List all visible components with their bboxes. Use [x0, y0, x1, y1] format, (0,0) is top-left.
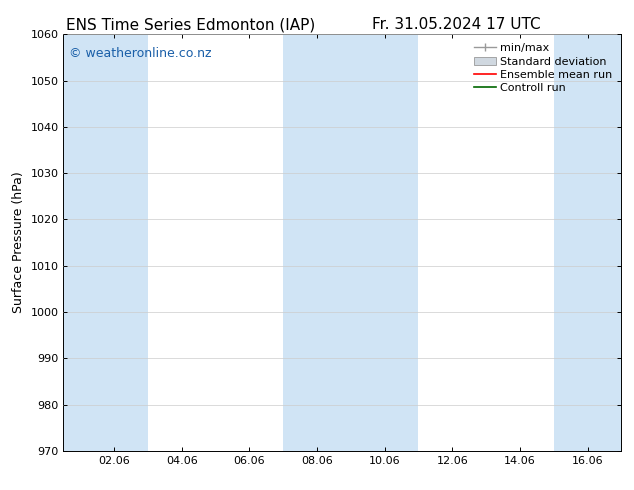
Bar — [283, 34, 418, 451]
Legend: min/max, Standard deviation, Ensemble mean run, Controll run: min/max, Standard deviation, Ensemble me… — [470, 40, 616, 97]
Text: © weatheronline.co.nz: © weatheronline.co.nz — [69, 47, 212, 60]
Bar — [553, 34, 621, 451]
Text: ENS Time Series Edmonton (IAP): ENS Time Series Edmonton (IAP) — [65, 17, 315, 32]
Bar — [63, 34, 148, 451]
Y-axis label: Surface Pressure (hPa): Surface Pressure (hPa) — [12, 172, 25, 314]
Text: Fr. 31.05.2024 17 UTC: Fr. 31.05.2024 17 UTC — [372, 17, 541, 32]
